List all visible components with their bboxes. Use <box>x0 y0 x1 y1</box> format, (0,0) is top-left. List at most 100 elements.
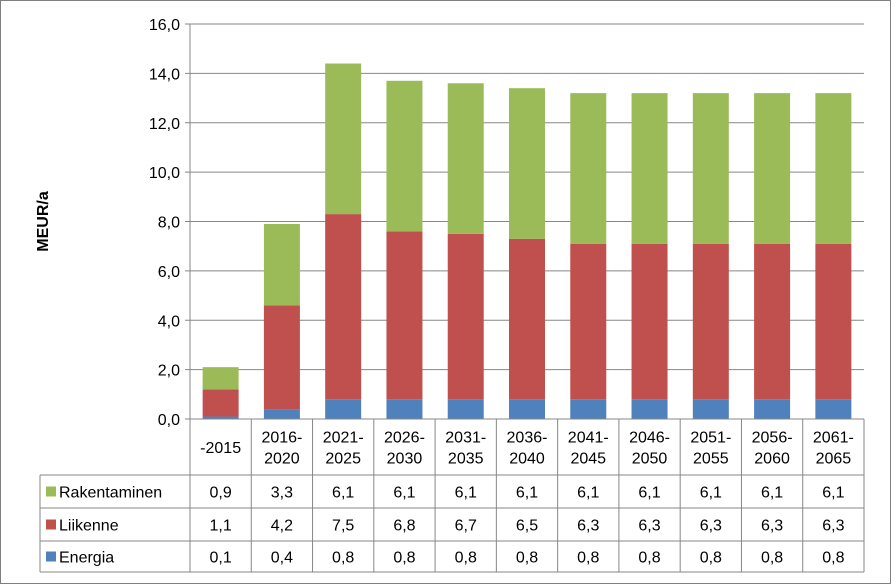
bar-segment-energia <box>263 409 300 419</box>
bar-segment-rakentaminen <box>447 83 484 234</box>
y-axis-label: MEUR/a <box>35 191 52 252</box>
table-value-energia: 0,8 <box>393 550 415 567</box>
bar-segment-liikenne <box>447 233 484 400</box>
bar-segment-energia <box>692 399 729 419</box>
bar-segment-energia <box>447 399 484 419</box>
bar-segment-energia <box>509 399 545 419</box>
table-value-liikenne: 6,3 <box>761 518 783 535</box>
table-value-energia: 0,8 <box>761 550 783 567</box>
bar-segment-liikenne <box>570 243 607 400</box>
bar-segment-rakentaminen <box>570 93 607 244</box>
bar-segment-rakentaminen <box>631 93 668 244</box>
legend-label-liikenne: Liikenne <box>59 518 119 535</box>
x-category-label: 2035 <box>448 451 484 468</box>
x-category-label: -2015 <box>200 440 241 457</box>
x-category-label: 2031- <box>445 430 486 447</box>
bar-segment-energia <box>386 399 423 419</box>
bar-segment-energia <box>754 399 791 419</box>
table-value-liikenne: 4,2 <box>271 518 293 535</box>
x-category-label: 2060 <box>754 451 790 468</box>
bar-segment-liikenne <box>815 243 852 400</box>
bar-segment-liikenne <box>202 389 239 417</box>
table-value-rakentaminen: 6,1 <box>761 485 783 502</box>
x-category-label: 2055 <box>693 451 729 468</box>
bar-segment-rakentaminen <box>509 88 545 239</box>
bar-segment-energia <box>815 399 852 419</box>
x-category-label: 2061- <box>813 430 854 447</box>
table-value-liikenne: 6,7 <box>455 518 477 535</box>
bar-segment-energia <box>325 399 362 419</box>
y-tick-label: 14,0 <box>149 66 180 83</box>
table-value-liikenne: 6,3 <box>700 518 722 535</box>
bar-segment-liikenne <box>325 214 362 400</box>
data-table: -2015 2016- 2020 2021- 2025 2026- 2030 2031- 203… <box>39 418 865 573</box>
table-value-energia: 0,4 <box>271 550 293 567</box>
x-category-label: 2046- <box>629 430 670 447</box>
bar-segment-liikenne <box>631 243 668 400</box>
table-value-rakentaminen: 6,1 <box>577 485 599 502</box>
table-value-liikenne: 1,1 <box>210 518 232 535</box>
table-value-rakentaminen: 6,1 <box>516 485 538 502</box>
table-value-liikenne: 6,8 <box>393 518 415 535</box>
bar-segment-rakentaminen <box>815 93 852 244</box>
x-category-label: 2036- <box>507 430 548 447</box>
y-tick-label: 0,0 <box>158 412 180 429</box>
y-tick-label: 4,0 <box>158 313 180 330</box>
y-tick-label: 12,0 <box>149 116 180 133</box>
bar-segment-liikenne <box>386 231 423 400</box>
bars <box>202 63 852 419</box>
y-tick-label: 8,0 <box>158 215 180 232</box>
table-value-liikenne: 6,3 <box>638 518 660 535</box>
table-value-energia: 0,1 <box>210 550 232 567</box>
bar-segment-energia <box>570 399 607 419</box>
x-category-label: 2016- <box>261 430 302 447</box>
table-value-energia: 0,8 <box>332 550 354 567</box>
x-category-label: 2030 <box>387 451 423 468</box>
legend-label-energia: Energia <box>59 550 114 567</box>
x-category-label: 2050 <box>632 451 668 468</box>
x-category-label: 2045 <box>570 451 606 468</box>
x-category-label: 2051- <box>690 430 731 447</box>
legend-key-liikenne <box>46 519 56 530</box>
table-value-energia: 0,8 <box>700 550 722 567</box>
bar-segment-rakentaminen <box>754 93 791 244</box>
bar-segment-liikenne <box>263 305 300 410</box>
x-category-label: 2020 <box>264 451 300 468</box>
bar-segment-liikenne <box>754 243 791 400</box>
table-value-liikenne: 6,5 <box>516 518 538 535</box>
y-tick-label: 6,0 <box>158 264 180 281</box>
x-category-label: 2025 <box>325 451 361 468</box>
table-value-rakentaminen: 6,1 <box>332 485 354 502</box>
table-value-rakentaminen: 6,1 <box>393 485 415 502</box>
x-category-label: 2021- <box>323 430 364 447</box>
legend-key-rakentaminen <box>46 486 56 497</box>
x-category-label: 2065 <box>816 451 852 468</box>
bar-segment-rakentaminen <box>386 80 423 232</box>
bar-segment-rakentaminen <box>325 63 362 215</box>
y-tick-label: 10,0 <box>149 165 180 182</box>
gridlines <box>190 23 864 371</box>
bar-segment-rakentaminen <box>263 223 300 306</box>
bar-segment-liikenne <box>692 243 729 400</box>
axes: 0,0 2,0 4,0 6,0 8,0 10,0 12,0 14,0 16,0 <box>149 17 191 429</box>
table-value-liikenne: 7,5 <box>332 518 354 535</box>
table-value-rakentaminen: 0,9 <box>210 485 232 502</box>
table-value-rakentaminen: 6,1 <box>822 485 844 502</box>
table-value-energia: 0,8 <box>455 550 477 567</box>
x-category-label: 2026- <box>384 430 425 447</box>
table-value-rakentaminen: 6,1 <box>455 485 477 502</box>
bar-segment-energia <box>631 399 668 419</box>
bar-segment-rakentaminen <box>692 93 729 244</box>
legend-label-rakentaminen: Rakentaminen <box>59 485 162 502</box>
bar-segment-energia <box>202 416 239 419</box>
table-value-energia: 0,8 <box>822 550 844 567</box>
bar-segment-rakentaminen <box>202 367 239 390</box>
x-category-label: 2041- <box>568 430 609 447</box>
table-value-rakentaminen: 6,1 <box>700 485 722 502</box>
table-value-energia: 0,8 <box>638 550 660 567</box>
bar-segment-liikenne <box>509 238 545 400</box>
y-tick-label: 16,0 <box>149 17 180 34</box>
x-category-label: 2056- <box>752 430 793 447</box>
